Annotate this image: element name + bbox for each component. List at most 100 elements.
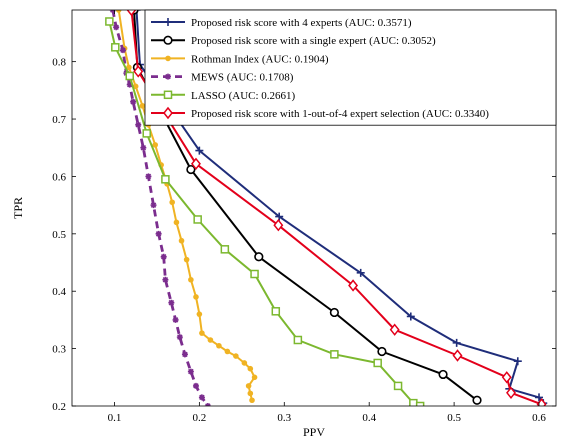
data-point: [196, 311, 203, 317]
data-point: [176, 334, 183, 341]
x-tick-label: 0.4: [362, 412, 376, 424]
series-2: [115, 10, 258, 404]
data-point: [198, 394, 205, 401]
legend-marker: [165, 73, 171, 80]
data-point: [140, 144, 147, 151]
data-point: [193, 294, 199, 300]
x-tick-label: 0.6: [532, 412, 546, 424]
data-point: [169, 199, 175, 206]
data-point: [168, 299, 175, 306]
data-point: [113, 24, 120, 31]
data-point: [293, 335, 303, 345]
x-tick-label: 0.5: [447, 412, 461, 424]
data-point: [472, 395, 482, 405]
data-point: [192, 382, 199, 389]
data-point: [130, 98, 137, 105]
series-3: [109, 10, 211, 406]
data-point: [356, 268, 365, 277]
data-point: [111, 43, 120, 52]
data-point: [188, 276, 194, 283]
data-point: [183, 256, 190, 263]
y-tick-label: 0.4: [52, 286, 66, 298]
legend: Proposed risk score with 4 experts (AUC:…: [144, 9, 557, 126]
data-point: [125, 71, 134, 81]
data-point: [250, 269, 259, 279]
data-point: [377, 346, 387, 357]
data-point: [393, 381, 403, 391]
legend-marker: [163, 90, 173, 100]
y-tick-label: 0.2: [52, 401, 66, 413]
data-point: [415, 401, 425, 406]
data-point: [133, 65, 144, 78]
data-point: [162, 276, 169, 283]
data-point: [173, 219, 180, 226]
data-point: [409, 398, 418, 406]
data-point: [126, 10, 137, 17]
data-point: [220, 245, 230, 254]
data-point: [251, 374, 258, 381]
series-4: [105, 17, 425, 406]
data-point: [187, 368, 194, 375]
data-point: [161, 175, 170, 184]
y-tick-label: 0.5: [52, 229, 66, 241]
data-point: [241, 360, 248, 366]
legend-entry: MEWS (AUC: 0.1708): [191, 72, 294, 84]
data-point: [273, 219, 284, 232]
legend-entry: Rothman Index (AUC: 0.1904): [191, 53, 329, 65]
x-tick-label: 0.3: [277, 412, 291, 424]
y-tick-label: 0.6: [52, 171, 66, 183]
data-point: [119, 47, 126, 54]
data-point: [506, 386, 516, 400]
legend-box: [144, 9, 557, 126]
x-tick-label: 0.1: [108, 412, 122, 424]
data-point: [105, 17, 114, 26]
data-point: [126, 64, 132, 71]
data-point: [193, 215, 202, 224]
data-point: [160, 253, 167, 260]
y-tick-label: 0.7: [52, 114, 66, 126]
data-point: [207, 337, 214, 343]
data-point: [535, 393, 544, 402]
data-point: [178, 237, 185, 244]
legend-marker: [163, 35, 173, 45]
data-point: [152, 142, 159, 148]
data-point: [150, 202, 157, 209]
data-point: [330, 350, 339, 359]
data-point: [135, 121, 142, 128]
x-axis-label: PPV: [303, 425, 325, 439]
legend-marker: [164, 18, 172, 26]
legend-entry: Proposed risk score with 4 experts (AUC:…: [191, 17, 412, 29]
legend-entry: LASSO (AUC: 0.2661): [191, 90, 296, 102]
legend-entry: Proposed risk score with 1-out-of-4 expe…: [191, 108, 489, 120]
data-point: [513, 357, 522, 366]
data-point: [191, 157, 201, 171]
data-point: [132, 83, 139, 90]
data-point: [271, 307, 281, 316]
data-point: [373, 358, 382, 368]
data-point: [233, 353, 239, 359]
data-point: [126, 81, 133, 88]
data-point: [389, 323, 400, 336]
data-point: [247, 365, 254, 372]
x-tick-label: 0.2: [192, 412, 206, 424]
data-point: [199, 330, 205, 336]
legend-marker: [163, 106, 173, 120]
data-point: [139, 103, 146, 109]
data-point: [501, 371, 512, 384]
data-point: [275, 212, 284, 221]
data-point: [406, 312, 415, 321]
y-tick-label: 0.8: [52, 57, 66, 69]
legend-marker: [165, 55, 171, 62]
data-point: [115, 10, 122, 13]
y-tick-label: 0.3: [52, 344, 66, 356]
data-point: [145, 173, 152, 180]
y-axis-label: TPR: [11, 197, 25, 219]
data-point: [249, 397, 255, 404]
data-point: [452, 338, 461, 347]
data-point: [195, 146, 204, 155]
data-point: [438, 369, 448, 380]
data-point: [247, 390, 254, 397]
legend-entry: Proposed risk score with a single expert…: [191, 35, 436, 47]
data-point: [245, 383, 252, 389]
